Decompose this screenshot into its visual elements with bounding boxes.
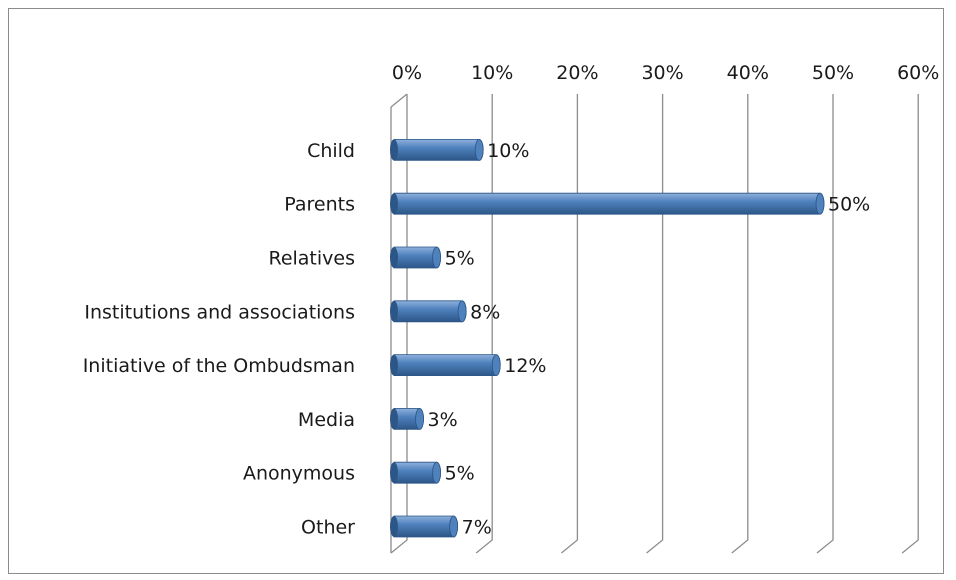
gridline [731, 94, 749, 554]
gridline [560, 94, 579, 554]
bar [390, 192, 825, 215]
category-label: Parents [284, 194, 355, 216]
bar [390, 461, 442, 484]
bars [390, 138, 825, 538]
gridline [475, 94, 493, 554]
x-tick-label: 20% [556, 62, 598, 84]
bar [390, 354, 501, 377]
axis-depth-line [390, 93, 408, 108]
data-label: 50% [828, 194, 870, 216]
data-label: 8% [470, 301, 500, 323]
category-label: Media [298, 409, 355, 431]
data-label: 5% [445, 463, 475, 485]
x-tick-label: 10% [471, 62, 513, 84]
x-axis-ticks: 0% 10% 20% 30% 40% 50% 60% [392, 62, 939, 84]
x-tick-label: 40% [727, 62, 769, 84]
data-label: 10% [487, 140, 529, 162]
x-tick-label: 50% [812, 62, 854, 84]
category-label: Other [301, 517, 355, 539]
bar [390, 407, 424, 430]
bar [390, 138, 484, 161]
gridline [390, 94, 408, 554]
data-labels: 10% 50% 5% 8% 12% 3% 5% 7% [428, 140, 871, 539]
category-label: Institutions and associations [84, 301, 355, 323]
bar [390, 300, 467, 323]
category-label: Relatives [268, 248, 355, 270]
bar-chart: 0% 10% 20% 30% 40% 50% 60% Child Parents Relativ… [83, 62, 939, 554]
bar [390, 246, 442, 269]
x-tick-label: 60% [897, 62, 939, 84]
gridline [646, 94, 664, 554]
x-tick-label: 0% [392, 62, 422, 84]
y-axis-categories: Child Parents Relatives Institutions and as… [83, 140, 355, 539]
category-label: Initiative of the Ombudsman [83, 355, 355, 377]
bar [390, 515, 459, 538]
data-label: 7% [462, 517, 492, 539]
gridline [901, 94, 919, 554]
category-label: Child [307, 140, 355, 162]
gridline [816, 94, 834, 554]
data-label: 5% [445, 248, 475, 270]
chart-frame: 0% 10% 20% 30% 40% 50% 60% Child Parents Relativ… [8, 8, 944, 574]
data-label: 12% [504, 355, 546, 377]
category-label: Anonymous [243, 463, 355, 485]
grid-layer [390, 93, 919, 554]
x-tick-label: 30% [641, 62, 683, 84]
data-label: 3% [428, 409, 458, 431]
